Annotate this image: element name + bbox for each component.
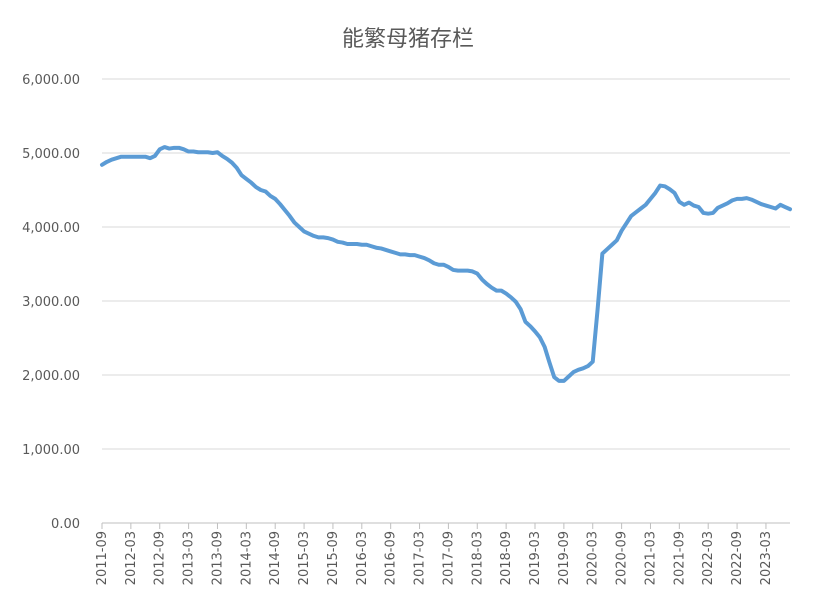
x-tick-label: 2011-09	[95, 531, 110, 585]
x-tick-label: 2013-09	[210, 531, 225, 585]
x-tick-label: 2017-03	[413, 531, 428, 585]
x-tick-label: 2022-03	[701, 531, 716, 585]
x-tick-label: 2017-09	[441, 531, 456, 585]
x-tick-label: 2020-03	[586, 531, 601, 585]
y-tick-label: 0.00	[51, 517, 80, 532]
x-tick-label: 2023-03	[759, 531, 774, 585]
y-tick-label: 5,000.00	[22, 147, 80, 162]
chart-title: 能繁母猪存栏	[342, 27, 474, 52]
line-series	[100, 145, 792, 383]
x-tick-label: 2018-03	[470, 531, 485, 585]
x-tick-label: 2021-03	[643, 531, 658, 585]
x-tick-label: 2015-09	[326, 531, 341, 585]
y-tick-label: 4,000.00	[22, 221, 80, 236]
x-tick-label: 2016-09	[384, 531, 399, 585]
x-tick-label: 2014-09	[268, 531, 283, 585]
x-tick-label: 2012-03	[124, 531, 139, 585]
x-tick-label: 2015-03	[297, 531, 312, 585]
x-tick-label: 2016-03	[355, 531, 370, 585]
x-tick-label: 2020-09	[615, 531, 630, 585]
y-tick-label: 1,000.00	[22, 443, 80, 458]
x-tick-label: 2013-03	[182, 531, 197, 585]
y-tick-label: 3,000.00	[22, 295, 80, 310]
y-tick-label: 2,000.00	[22, 369, 80, 384]
x-tick-label: 2021-09	[672, 531, 687, 585]
x-tick-label: 2018-09	[499, 531, 514, 585]
x-tick-label: 2019-03	[528, 531, 543, 585]
x-tick-label: 2012-09	[153, 531, 168, 585]
x-tick-label: 2019-09	[557, 531, 572, 585]
x-tick-label: 2022-09	[730, 531, 745, 585]
x-tick-label: 2014-03	[239, 531, 254, 585]
y-tick-label: 6,000.00	[22, 73, 80, 88]
